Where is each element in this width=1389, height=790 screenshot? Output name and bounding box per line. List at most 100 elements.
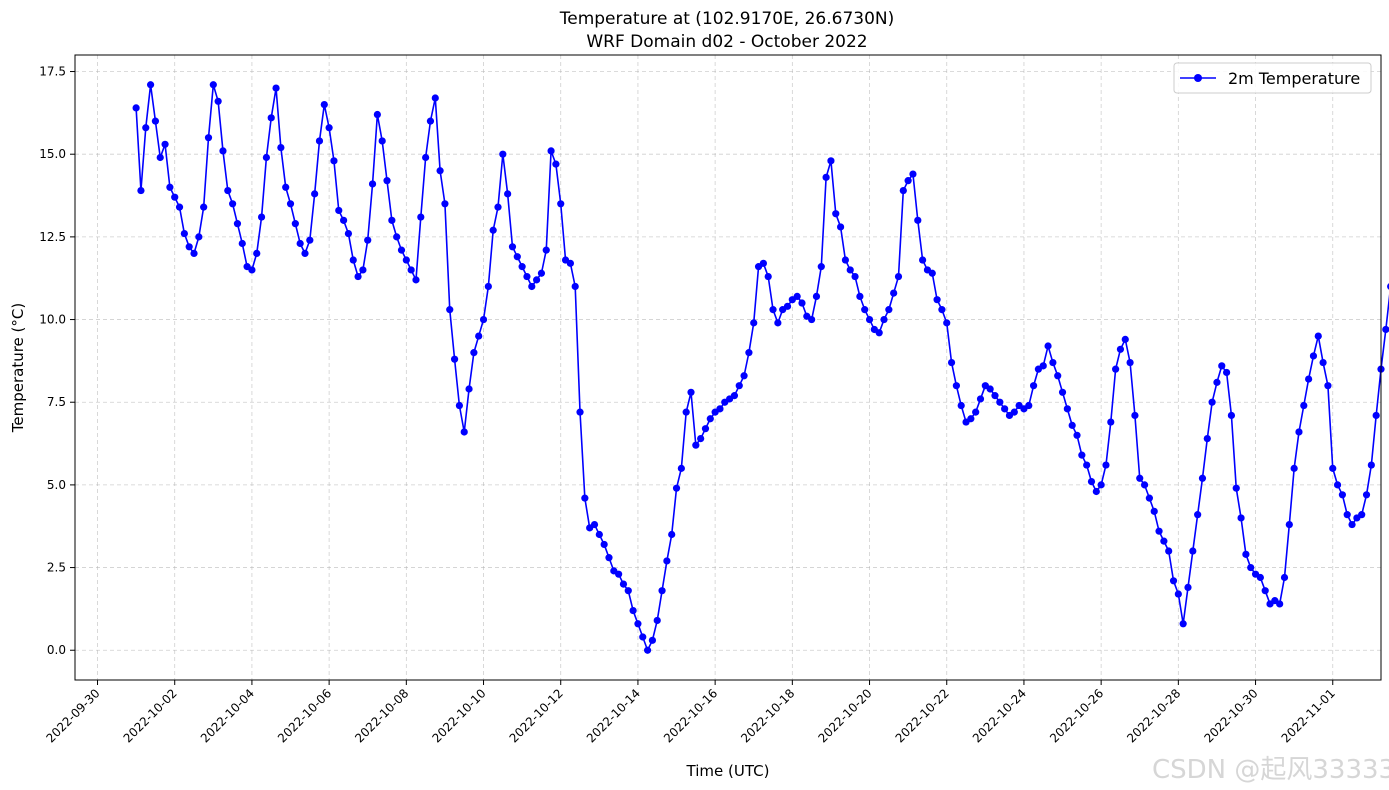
data-point <box>865 315 874 324</box>
data-point <box>619 580 628 588</box>
data-point <box>1256 573 1264 582</box>
data-point <box>643 646 652 654</box>
data-point <box>1112 365 1120 373</box>
data-point <box>1198 474 1207 482</box>
legend-marker <box>1194 74 1202 82</box>
data-point <box>1107 418 1115 426</box>
data-point <box>836 223 845 231</box>
data-point <box>388 216 396 224</box>
data-point <box>311 190 319 198</box>
data-point <box>1242 550 1250 558</box>
data-point <box>479 315 488 324</box>
x-axis: 2022-09-30 2022-10-02 2022-10-04 2022-10-06… <box>43 680 1338 745</box>
data-point <box>455 401 463 410</box>
data-point <box>701 425 710 433</box>
data-point <box>1227 411 1236 420</box>
data-point <box>1285 520 1293 529</box>
data-point <box>943 319 951 327</box>
data-point <box>1058 388 1067 396</box>
data-point <box>1314 332 1322 340</box>
data-point <box>1194 511 1202 519</box>
data-point <box>1295 428 1303 436</box>
data-point <box>383 177 391 185</box>
data-point <box>1136 474 1144 482</box>
data-point <box>1184 583 1192 592</box>
data-point <box>769 306 777 314</box>
data-point <box>171 193 179 201</box>
series-2m-temperature <box>132 81 1389 654</box>
data-point <box>571 282 579 291</box>
chart-title: Temperature at (102.9170E, 26.6730N) <box>559 9 895 29</box>
data-point <box>1348 520 1356 529</box>
data-point <box>214 97 222 105</box>
data-point <box>928 269 936 277</box>
legend-label: 2m Temperature <box>1228 69 1360 88</box>
data-point <box>952 382 960 390</box>
data-point <box>1358 511 1366 519</box>
data-point <box>938 306 946 314</box>
y-tick-label: 2.5 <box>47 561 66 575</box>
data-point <box>1029 382 1038 390</box>
data-point <box>272 84 280 92</box>
y-tick-label: 0.0 <box>47 643 66 657</box>
data-point <box>996 398 1004 406</box>
data-point <box>576 408 584 416</box>
data-point <box>475 332 483 340</box>
data-point <box>537 269 546 277</box>
data-point <box>1367 461 1375 469</box>
data-point <box>1087 477 1096 486</box>
data-point <box>687 388 695 396</box>
data-point <box>224 186 232 195</box>
data-point <box>740 372 748 380</box>
data-point <box>914 216 922 224</box>
data-point <box>253 249 261 258</box>
y-axis-label: Temperature (°C) <box>9 303 27 433</box>
chart-subtitle: WRF Domain d02 - October 2022 <box>586 32 867 52</box>
data-point <box>1329 464 1337 472</box>
data-point <box>1319 358 1327 367</box>
data-point <box>151 117 160 125</box>
data-point <box>976 395 985 403</box>
data-point <box>1063 405 1071 413</box>
data-point <box>494 203 502 211</box>
data-point <box>426 117 435 125</box>
data-point <box>629 606 637 615</box>
data-point <box>209 81 217 89</box>
data-point <box>658 587 666 595</box>
data-point <box>947 358 956 367</box>
data-point <box>301 249 309 258</box>
data-point <box>1155 527 1163 535</box>
data-point <box>933 296 941 304</box>
data-point <box>648 636 657 644</box>
data-point <box>812 292 821 300</box>
data-point <box>552 160 560 168</box>
data-point <box>1160 537 1168 545</box>
data-point <box>1174 590 1182 598</box>
data-point <box>344 229 353 238</box>
data-point <box>320 101 328 109</box>
data-point <box>378 137 386 145</box>
data-point <box>624 587 632 595</box>
data-point <box>513 253 521 261</box>
x-tick-label: 2022-09-30 <box>43 686 102 745</box>
data-point <box>354 272 362 281</box>
data-point <box>1300 401 1308 410</box>
data-point <box>764 272 772 281</box>
x-tick-label: 2022-10-26 <box>1047 686 1106 745</box>
x-tick-label: 2022-10-12 <box>507 686 566 745</box>
data-point <box>267 114 275 122</box>
data-point <box>972 408 980 416</box>
data-point <box>441 200 449 208</box>
data-point <box>730 392 739 400</box>
data-point <box>692 441 700 449</box>
data-point <box>248 266 256 274</box>
legend-box <box>1173 62 1372 94</box>
x-tick-label: 2022-10-06 <box>275 686 334 745</box>
x-tick-label: 2022-10-08 <box>352 686 411 745</box>
data-point <box>875 329 883 337</box>
data-point <box>1131 411 1139 420</box>
data-point <box>291 220 299 228</box>
data-point <box>489 226 497 234</box>
data-point <box>257 213 266 221</box>
y-tick-label: 5.0 <box>47 478 66 492</box>
